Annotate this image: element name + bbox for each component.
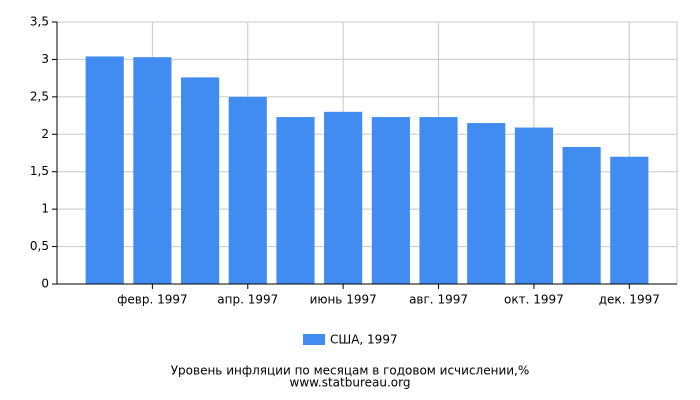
- y-tick-label: 0: [41, 277, 49, 291]
- y-tick-label: 3,5: [30, 15, 49, 29]
- x-tick-label: июнь 1997: [310, 293, 377, 307]
- x-tick-label: авг. 1997: [409, 293, 468, 307]
- bar: [610, 156, 649, 284]
- chart-title: Уровень инфляции по месяцам в годовом ис…: [171, 364, 530, 378]
- y-tick-label: 1: [41, 202, 49, 216]
- x-tick-label: дек. 1997: [599, 293, 660, 307]
- bar: [514, 127, 553, 284]
- legend-label: США, 1997: [330, 333, 398, 347]
- bar: [467, 123, 506, 284]
- bar: [419, 117, 458, 284]
- chart-subtitle: www.statbureau.org: [290, 376, 411, 390]
- x-tick-label: февр. 1997: [117, 293, 188, 307]
- bar: [181, 77, 220, 284]
- x-tick-label: апр. 1997: [217, 293, 278, 307]
- x-tick-label: окт. 1997: [504, 293, 564, 307]
- bar: [371, 117, 410, 284]
- bar: [228, 96, 267, 284]
- y-tick-label: 1,5: [30, 164, 49, 178]
- y-tick-label: 3: [41, 52, 49, 66]
- y-tick-label: 0,5: [30, 239, 49, 253]
- legend-swatch: [303, 334, 325, 345]
- y-tick-label: 2: [41, 127, 49, 141]
- bar: [133, 57, 172, 284]
- bar: [324, 111, 363, 284]
- bar: [562, 147, 601, 284]
- y-tick-label: 2,5: [30, 89, 49, 103]
- bar: [276, 117, 315, 284]
- bar: [85, 56, 124, 285]
